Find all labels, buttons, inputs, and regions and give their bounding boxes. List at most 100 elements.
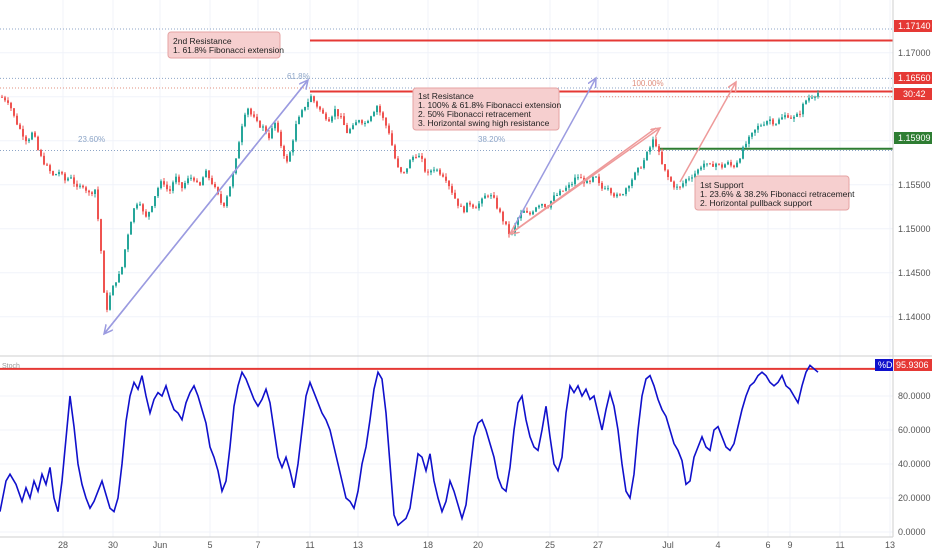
candle	[127, 233, 129, 253]
candle	[313, 95, 315, 104]
candle	[568, 182, 570, 191]
candle	[28, 138, 30, 144]
candle	[769, 116, 771, 125]
candle	[367, 119, 369, 124]
candle	[334, 105, 336, 120]
candle	[190, 174, 192, 181]
annotation-line: 3. Horizontal swing high resistance	[418, 118, 550, 128]
candle	[706, 163, 708, 167]
candle	[448, 179, 450, 190]
candle	[433, 166, 435, 173]
candle	[781, 114, 783, 120]
candle	[427, 169, 429, 176]
svg-text:%D: %D	[878, 360, 893, 370]
candle	[712, 161, 714, 167]
candle	[1, 94, 3, 98]
fib-label-23-6: 23.60%	[78, 135, 105, 144]
candle	[652, 136, 654, 150]
candle	[298, 115, 300, 125]
candle	[196, 178, 198, 183]
annotation-line: 2. 50% Fibonacci retracement	[418, 109, 532, 119]
candle	[727, 160, 729, 166]
annotation-line: 1. 100% & 61.8% Fibonacci extension	[418, 100, 561, 110]
candle	[664, 163, 666, 172]
candle	[358, 119, 360, 124]
candle	[466, 202, 468, 213]
candle	[370, 115, 372, 123]
candle	[625, 187, 627, 197]
candle	[100, 218, 102, 254]
candle	[175, 173, 177, 185]
candle	[7, 97, 9, 105]
candle	[130, 221, 132, 235]
candle	[157, 186, 159, 199]
candle	[757, 123, 759, 133]
candle	[145, 209, 147, 218]
annotation-title: 2nd Resistance	[173, 36, 232, 46]
annotation-2nd-resistance[interactable]: 2nd Resistance 1. 61.8% Fibonacci extens…	[167, 31, 284, 59]
annotation-1st-resistance[interactable]: 1st Resistance 1. 100% & 61.8% Fibonacci…	[412, 87, 561, 131]
candle	[421, 153, 423, 163]
candle	[319, 105, 321, 112]
candle	[793, 115, 795, 122]
candle	[325, 111, 327, 121]
fibonacci-arrows	[104, 78, 736, 334]
fib-label-61-8: 61.8%	[287, 72, 310, 81]
candle	[541, 203, 543, 209]
candlesticks	[1, 90, 819, 313]
svg-text:1.16560: 1.16560	[898, 73, 931, 83]
time-axis[interactable]: 28 30 Jun 5 7 11 13 18 20 25 27 Jul 4 6 9 11 13	[58, 540, 895, 550]
candle	[388, 123, 390, 135]
candle	[478, 201, 480, 211]
time-tick-label: 18	[423, 540, 433, 550]
candle	[613, 192, 615, 198]
candle	[451, 183, 453, 196]
candle	[277, 120, 279, 133]
candle	[430, 169, 432, 176]
candle	[34, 130, 36, 138]
candle	[94, 189, 96, 198]
candle	[700, 165, 702, 171]
annotation-title: 1st Support	[700, 180, 744, 190]
candle	[790, 115, 792, 120]
annotation-line: 1. 61.8% Fibonacci extension	[173, 45, 284, 55]
candle	[205, 168, 207, 178]
candle	[61, 170, 63, 176]
candle	[43, 152, 45, 166]
candle	[535, 206, 537, 213]
candle	[229, 186, 231, 197]
candle	[112, 285, 114, 296]
time-tick-label: 13	[885, 540, 895, 550]
candle	[715, 162, 717, 171]
candle	[97, 186, 99, 222]
candle	[343, 112, 345, 126]
candle	[349, 127, 351, 135]
candle	[202, 176, 204, 186]
candle	[121, 266, 123, 275]
candle	[760, 123, 762, 127]
candle	[775, 123, 777, 127]
candle	[463, 205, 465, 214]
candle	[262, 124, 264, 131]
time-tick-label: 20	[473, 540, 483, 550]
candle	[259, 120, 261, 129]
price-tick-label: 1.15500	[898, 180, 931, 190]
stoch-d-line	[0, 364, 819, 527]
candle	[166, 181, 168, 192]
candle	[52, 170, 54, 176]
candle	[268, 129, 270, 141]
candle	[256, 113, 258, 123]
candle	[634, 171, 636, 181]
annotation-1st-support[interactable]: 1st Support 1. 23.6% & 38.2% Fibonacci r…	[694, 175, 855, 211]
candle	[70, 174, 72, 179]
candle	[496, 195, 498, 210]
candle	[589, 179, 591, 185]
candle	[415, 154, 417, 159]
candle	[778, 117, 780, 125]
arrow	[103, 80, 308, 335]
candle	[724, 163, 726, 168]
candle	[373, 110, 375, 117]
candle	[154, 195, 156, 209]
candle	[103, 250, 105, 293]
